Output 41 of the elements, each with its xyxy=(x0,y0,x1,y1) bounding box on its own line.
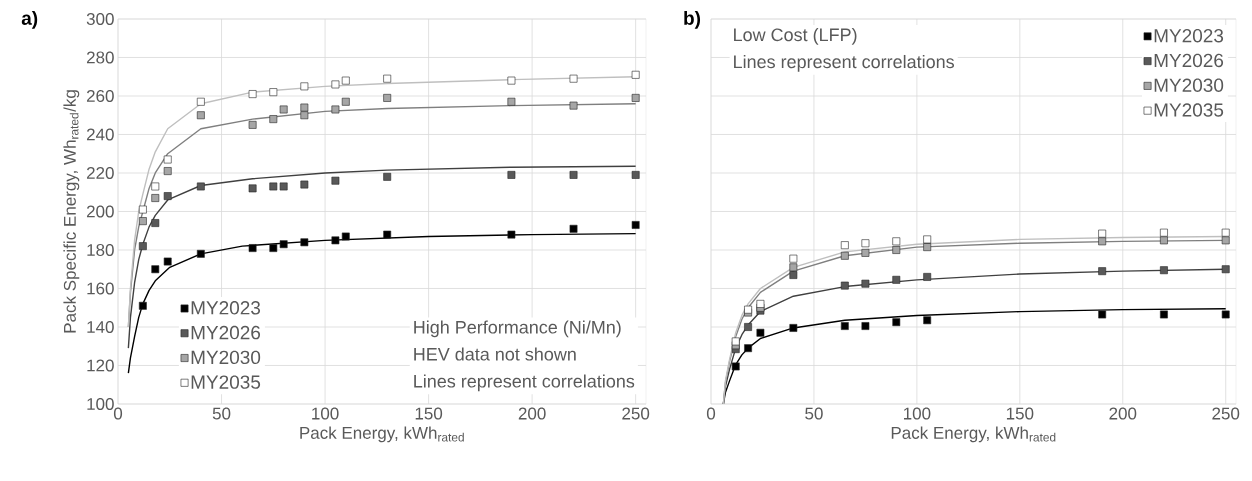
y-tick-label: 120 xyxy=(87,359,114,372)
x-tick-label: 200 xyxy=(1109,407,1137,420)
x-tick-label: 200 xyxy=(518,407,546,420)
x-tick-label: 250 xyxy=(622,407,650,420)
annotation: High Performance (Ni/Mn) xyxy=(414,320,621,338)
legend-label: MY2035 xyxy=(1154,103,1224,117)
chart-title: a) xyxy=(21,10,38,29)
legend-label: MY2035 xyxy=(191,375,261,389)
x-axis-title: Pack Energy, kWh$_{rated}$ xyxy=(300,426,464,443)
y-tick-label: 260 xyxy=(86,89,114,103)
y-tick-label: 240 xyxy=(86,128,114,141)
y-tick-label: 220 xyxy=(86,166,114,180)
legend-label: MY2030 xyxy=(1154,78,1224,92)
legend-label: MY2026 xyxy=(191,325,261,340)
x-tick-label: 150 xyxy=(415,407,443,420)
x-tick-label: 50 xyxy=(212,407,231,420)
y-axis-title: Pack Specific Energy, Wh$_{rated}$/kg xyxy=(63,90,80,333)
x-tick-label: 50 xyxy=(805,407,823,420)
y-tick-label: 100 xyxy=(87,397,114,411)
x-tick-label: 100 xyxy=(904,407,931,420)
annotation: Lines represent correlations xyxy=(414,374,635,392)
y-tick-label: 180 xyxy=(87,243,114,257)
legend-label: MY2030 xyxy=(191,350,261,365)
y-tick-label: 160 xyxy=(87,282,114,295)
legend-label: MY2023 xyxy=(1154,28,1224,43)
annotation: Low Cost (LFP) xyxy=(734,27,857,45)
legend-label: MY2026 xyxy=(1154,53,1224,68)
y-tick-label: 300 xyxy=(86,12,114,26)
chart-title: b) xyxy=(684,10,701,29)
x-tick-label: 0 xyxy=(706,407,716,420)
x-tick-label: 150 xyxy=(1006,407,1034,420)
annotation: HEV data not shown xyxy=(414,347,576,361)
x-axis-title: Pack Energy, kWh$_{rated}$ xyxy=(891,426,1056,443)
legend-label: MY2023 xyxy=(191,301,261,315)
x-tick-label: 100 xyxy=(312,407,339,420)
annotation: Lines represent correlations xyxy=(734,54,955,72)
x-tick-label: 0 xyxy=(113,407,123,420)
y-tick-label: 140 xyxy=(87,320,114,334)
x-tick-label: 250 xyxy=(1212,407,1240,420)
y-tick-label: 200 xyxy=(86,205,114,218)
y-tick-label: 280 xyxy=(86,51,114,64)
